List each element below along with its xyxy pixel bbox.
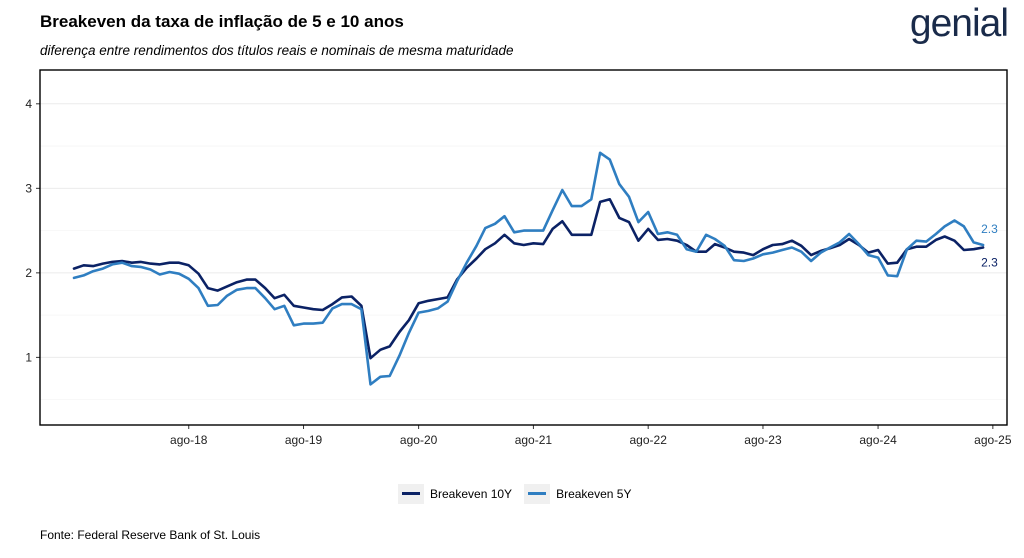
- x-tick-label: ago-18: [170, 433, 208, 447]
- legend-label-10y: Breakeven 10Y: [430, 487, 513, 501]
- legend-key-5y: [524, 484, 551, 504]
- legend-label-5y: Breakeven 5Y: [556, 487, 632, 501]
- end-label-10y: 2.3: [981, 256, 998, 270]
- x-tick-label: ago-22: [630, 433, 668, 447]
- genial-logo: genial: [909, 2, 1009, 45]
- chart-subtitle: diferença entre rendimentos dos títulos …: [40, 43, 514, 58]
- series-line-5y: [72, 151, 985, 386]
- x-tick-label: ago-24: [859, 433, 897, 447]
- y-tick-label: 2: [25, 266, 32, 280]
- legend-swatch-10y: [402, 492, 420, 495]
- x-tick-label: ago-23: [744, 433, 782, 447]
- plot-panel-border: [39, 69, 1008, 426]
- x-tick-label: ago-21: [515, 433, 553, 447]
- x-tick-label: ago-19: [285, 433, 323, 447]
- legend-item-5y: Breakeven 5Y: [524, 484, 631, 504]
- x-tick-label: ago-25: [974, 433, 1012, 447]
- chart-legend: Breakeven 10Y Breakeven 5Y: [398, 484, 631, 504]
- y-tick-label: 1: [25, 350, 32, 364]
- end-label-5y: 2.3: [981, 222, 998, 236]
- source-caption: Fonte: Federal Reserve Bank of St. Louis: [40, 528, 261, 542]
- y-tick-label: 3: [25, 181, 32, 195]
- legend-key-10y: [398, 484, 424, 504]
- x-tick-label: ago-20: [400, 433, 438, 447]
- y-tick-label: 4: [25, 97, 32, 111]
- legend-item-10y: Breakeven 10Y: [398, 484, 512, 504]
- legend-swatch-5y: [528, 492, 547, 495]
- chart-title: Breakeven da taxa de inflação de 5 e 10 …: [40, 12, 404, 31]
- series-line-10y: [72, 198, 985, 360]
